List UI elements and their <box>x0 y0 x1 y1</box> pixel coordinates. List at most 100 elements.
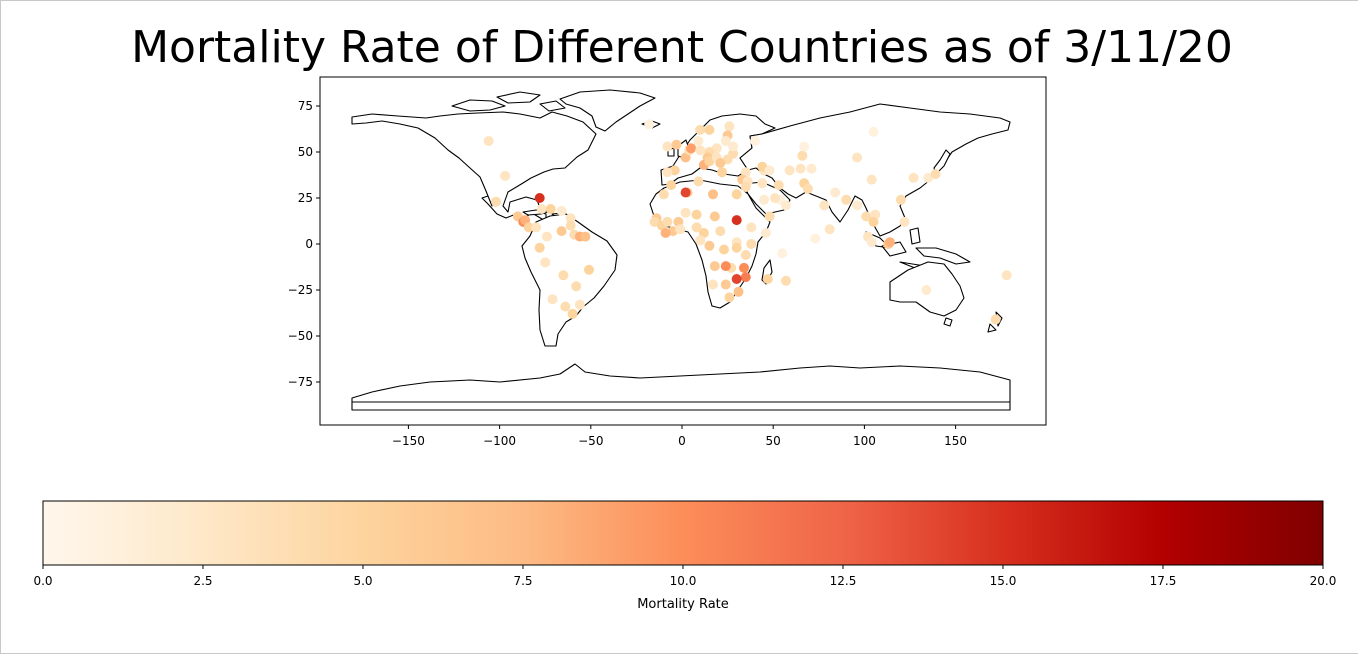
data-point <box>567 308 578 319</box>
data-point <box>536 204 547 214</box>
data-point <box>866 237 877 248</box>
data-point <box>574 299 585 310</box>
y-tick-label: 25 <box>298 191 313 205</box>
data-point <box>715 158 726 168</box>
data-point <box>556 205 567 216</box>
data-point <box>708 279 718 290</box>
x-tick-label: −50 <box>578 434 603 448</box>
data-point <box>719 244 729 255</box>
data-point <box>534 242 545 253</box>
colorbar-tick-label: 15.0 <box>990 574 1017 588</box>
data-point <box>558 270 569 281</box>
data-point <box>491 196 501 207</box>
data-point <box>556 226 567 237</box>
data-point <box>740 272 751 283</box>
data-point <box>777 248 788 259</box>
data-point <box>899 216 910 227</box>
data-point <box>868 126 879 137</box>
data-point <box>671 139 682 150</box>
data-point <box>691 222 702 233</box>
data-point <box>658 189 669 200</box>
tasmania-outline <box>943 317 953 327</box>
data-point <box>746 222 757 233</box>
data-point <box>795 163 806 174</box>
colorbar-tick-label: 10.0 <box>670 574 697 588</box>
data-point <box>580 231 591 242</box>
data-point <box>841 194 852 205</box>
data-point <box>921 285 932 295</box>
data-point <box>852 152 863 163</box>
data-point <box>759 194 770 205</box>
x-tick-label: −100 <box>483 434 516 448</box>
data-point <box>720 261 731 272</box>
x-axis: −150 −100 −50 0 50 100 150 <box>392 425 967 448</box>
colorbar-axis: 0.0 2.5 5.0 7.5 10.0 12.5 15.0 17.5 20.0 <box>33 565 1336 588</box>
colorbar <box>42 500 1324 566</box>
data-point <box>866 174 877 185</box>
data-point <box>810 233 821 244</box>
x-tick-label: 100 <box>853 434 876 448</box>
data-point <box>720 136 731 146</box>
data-point <box>802 183 813 194</box>
data-point <box>584 264 594 275</box>
x-tick-label: 150 <box>944 434 967 448</box>
antarctica-outline <box>351 363 1011 411</box>
data-point <box>740 250 751 260</box>
data-point <box>861 211 872 222</box>
data-point <box>644 119 655 130</box>
plot-frame <box>319 76 1047 426</box>
data-point <box>764 165 775 176</box>
data-point <box>724 121 735 132</box>
data-point <box>852 200 863 211</box>
colorbar-tick-label: 7.5 <box>513 574 532 588</box>
colorbar-tick-label: 20.0 <box>1310 574 1337 588</box>
data-point <box>740 167 751 178</box>
data-point <box>686 143 697 154</box>
data-point <box>773 180 784 191</box>
data-point <box>830 187 841 198</box>
data-point <box>675 224 686 235</box>
data-point <box>660 228 671 238</box>
colorbar-label: Mortality Rate <box>637 597 729 612</box>
data-point <box>720 279 731 290</box>
data-point <box>781 200 791 211</box>
data-point <box>1001 270 1012 281</box>
colorbar-tick-label: 12.5 <box>830 574 857 588</box>
data-point <box>930 169 941 180</box>
data-point <box>757 178 768 189</box>
data-point <box>500 170 511 181</box>
data-point <box>990 314 1001 325</box>
data-point <box>728 141 739 152</box>
x-tick-label: 50 <box>766 434 781 448</box>
data-point <box>806 163 817 174</box>
data-point <box>565 213 576 224</box>
data-point <box>895 194 906 205</box>
chart-title: Mortality Rate of Different Countries as… <box>131 22 1233 73</box>
data-point <box>662 216 673 227</box>
data-point <box>709 261 720 272</box>
arctic-islands-outline <box>451 91 566 112</box>
data-point <box>781 275 791 286</box>
data-point <box>691 209 702 220</box>
x-tick-label: 0 <box>678 434 686 448</box>
data-point <box>784 165 795 176</box>
y-axis: 75 50 25 0 −25 −50 −75 <box>288 99 320 389</box>
data-point <box>760 228 771 238</box>
data-point <box>868 216 879 227</box>
data-point <box>824 224 835 235</box>
data-point <box>523 222 534 233</box>
data-point <box>704 240 715 251</box>
data-point <box>884 237 895 248</box>
data-point <box>728 148 739 159</box>
data-point <box>819 200 830 211</box>
data-point <box>695 145 706 156</box>
data-point <box>799 141 810 152</box>
data-point <box>764 211 775 222</box>
data-point <box>666 180 677 191</box>
data-point <box>709 211 720 222</box>
data-point <box>560 301 571 312</box>
data-point <box>731 189 742 200</box>
data-point <box>695 124 706 135</box>
data-point <box>733 286 744 297</box>
